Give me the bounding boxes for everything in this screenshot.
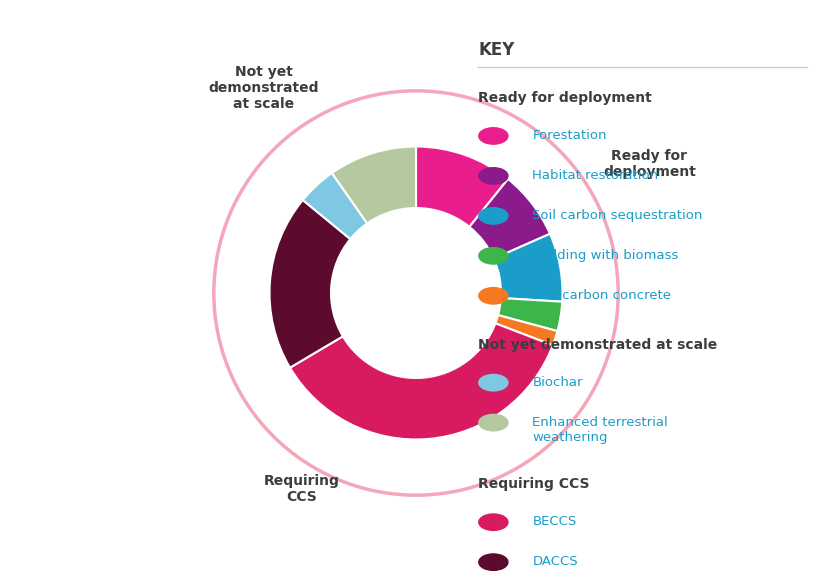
Wedge shape (290, 323, 552, 440)
Wedge shape (469, 179, 550, 258)
Wedge shape (270, 200, 350, 367)
Wedge shape (495, 315, 557, 345)
Text: Not yet
demonstrated
at scale: Not yet demonstrated at scale (209, 64, 319, 111)
Text: Soil carbon sequestration: Soil carbon sequestration (532, 209, 703, 222)
Wedge shape (493, 234, 562, 302)
Wedge shape (332, 146, 416, 223)
Text: Forestation: Forestation (532, 129, 607, 142)
Text: BECCS: BECCS (532, 515, 577, 528)
Text: DACCS: DACCS (532, 555, 578, 568)
Text: Building with biomass: Building with biomass (532, 249, 679, 262)
Text: Biochar: Biochar (532, 376, 583, 389)
Text: KEY: KEY (478, 41, 515, 59)
Text: Enhanced terrestrial
weathering: Enhanced terrestrial weathering (532, 415, 668, 444)
Text: Ready for
deployment: Ready for deployment (603, 149, 696, 179)
Wedge shape (416, 146, 508, 227)
Text: Requiring
CCS: Requiring CCS (264, 474, 339, 505)
Text: Not yet demonstrated at scale: Not yet demonstrated at scale (478, 338, 718, 352)
Text: Low carbon concrete: Low carbon concrete (532, 289, 671, 302)
Text: Requiring CCS: Requiring CCS (478, 477, 590, 491)
Wedge shape (498, 298, 562, 331)
Text: Habitat restoration: Habitat restoration (532, 169, 659, 182)
Text: Ready for deployment: Ready for deployment (478, 91, 652, 105)
Wedge shape (303, 173, 367, 239)
